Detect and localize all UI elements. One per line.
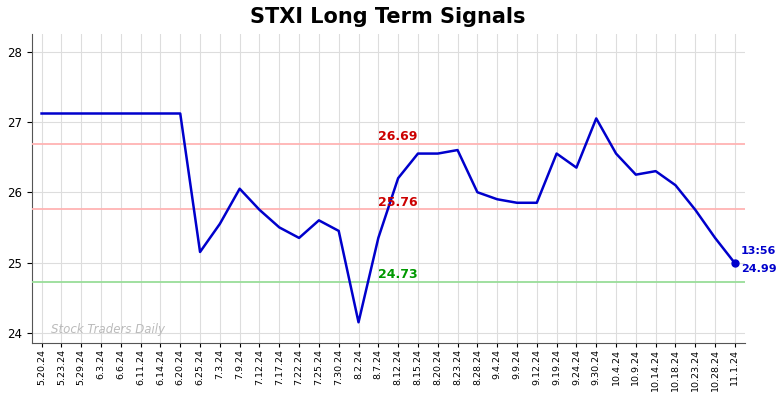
Text: 13:56: 13:56: [741, 246, 776, 256]
Text: 26.69: 26.69: [379, 130, 418, 143]
Text: 24.73: 24.73: [379, 268, 418, 281]
Text: 24.99: 24.99: [741, 263, 776, 274]
Title: STXI Long Term Signals: STXI Long Term Signals: [250, 7, 526, 27]
Text: Stock Traders Daily: Stock Traders Daily: [52, 323, 165, 336]
Text: 25.76: 25.76: [379, 195, 418, 209]
